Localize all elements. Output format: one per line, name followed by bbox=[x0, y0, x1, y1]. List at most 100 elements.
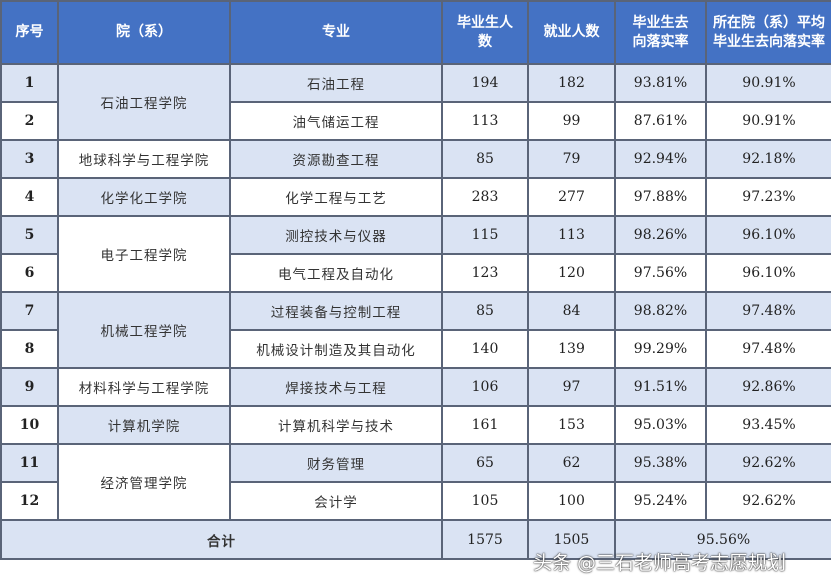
employment-table: 序号 院（系） 专业 毕业生人数 就业人数 毕业生去向落实率 所在院（系）平均毕… bbox=[0, 0, 831, 560]
college-name: 地球科学与工程学院 bbox=[57, 139, 231, 179]
major-name: 会计学 bbox=[229, 481, 443, 521]
major-name: 计算机科学与技术 bbox=[229, 405, 443, 445]
placement-rate: 99.29% bbox=[614, 329, 707, 369]
placement-rate: 91.51% bbox=[614, 367, 707, 407]
employed-count: 79 bbox=[527, 139, 616, 179]
table-row: 6 电气工程及自动化 123 120 97.56% 96.10% bbox=[0, 253, 831, 293]
row-number: 1 bbox=[0, 63, 59, 103]
placement-rate: 97.88% bbox=[614, 177, 707, 217]
row-number: 6 bbox=[0, 253, 59, 293]
major-name: 化学工程与工艺 bbox=[229, 177, 443, 217]
row-number: 11 bbox=[0, 443, 59, 483]
major-name: 石油工程 bbox=[229, 63, 443, 103]
row-number: 3 bbox=[0, 139, 59, 179]
header-college-avg: 所在院（系）平均毕业生去向落实率 bbox=[705, 0, 831, 65]
college-average-rate: 93.45% bbox=[705, 405, 831, 445]
row-number: 7 bbox=[0, 291, 59, 331]
graduates-count: 105 bbox=[441, 481, 529, 521]
header-no: 序号 bbox=[0, 0, 59, 65]
placement-rate: 98.82% bbox=[614, 291, 707, 331]
table-row: 9 材料科学与工程学院 焊接技术与工程 106 97 91.51% 92.86% bbox=[0, 367, 831, 407]
college-name: 化学化工学院 bbox=[57, 177, 231, 217]
table-row: 11 经济管理学院 财务管理 65 62 95.38% 92.62% bbox=[0, 443, 831, 521]
college-average-rate: 92.62% bbox=[705, 443, 831, 483]
placement-rate: 95.38% bbox=[614, 443, 707, 483]
major-name: 电气工程及自动化 bbox=[229, 253, 443, 293]
employed-count: 99 bbox=[527, 101, 616, 141]
employed-count: 113 bbox=[527, 215, 616, 255]
employed-count: 277 bbox=[527, 177, 616, 217]
college-name: 经济管理学院 bbox=[57, 443, 231, 521]
table-row: 10 计算机学院 计算机科学与技术 161 153 95.03% 93.45% bbox=[0, 405, 831, 445]
college-name: 电子工程学院 bbox=[57, 215, 231, 293]
employed-count: 139 bbox=[527, 329, 616, 369]
header-college: 院（系） bbox=[57, 0, 231, 65]
total-employed: 1505 bbox=[527, 519, 616, 560]
graduates-count: 65 bbox=[441, 443, 529, 483]
total-graduates: 1575 bbox=[441, 519, 529, 560]
placement-rate: 98.26% bbox=[614, 215, 707, 255]
graduates-count: 106 bbox=[441, 367, 529, 407]
total-label: 合计 bbox=[0, 519, 443, 560]
college-average-rate: 97.48% bbox=[705, 329, 831, 369]
placement-rate: 95.03% bbox=[614, 405, 707, 445]
placement-rate: 93.81% bbox=[614, 63, 707, 103]
graduates-count: 115 bbox=[441, 215, 529, 255]
college-name: 石油工程学院 bbox=[57, 63, 231, 141]
major-name: 机械设计制造及其自动化 bbox=[229, 329, 443, 369]
placement-rate: 92.94% bbox=[614, 139, 707, 179]
graduates-count: 113 bbox=[441, 101, 529, 141]
college-average-rate: 96.10% bbox=[705, 253, 831, 293]
college-average-rate: 90.91% bbox=[705, 101, 831, 141]
table-row: 4 化学化工学院 化学工程与工艺 283 277 97.88% 97.23% bbox=[0, 177, 831, 217]
major-name: 油气储运工程 bbox=[229, 101, 443, 141]
row-number: 2 bbox=[0, 101, 59, 141]
graduates-count: 283 bbox=[441, 177, 529, 217]
total-row: 合计 1575 1505 95.56% bbox=[0, 519, 831, 560]
table-row: 7 机械工程学院 过程装备与控制工程 85 84 98.82% 97.48% bbox=[0, 291, 831, 369]
header-rate: 毕业生去向落实率 bbox=[614, 0, 707, 65]
table-row: 5 电子工程学院 测控技术与仪器 115 113 98.26% 96.10% bbox=[0, 215, 831, 293]
graduates-count: 123 bbox=[441, 253, 529, 293]
college-average-rate: 97.48% bbox=[705, 291, 831, 331]
table-row: 2 油气储运工程 113 99 87.61% 90.91% bbox=[0, 101, 831, 141]
row-number: 12 bbox=[0, 481, 59, 521]
table-row: 8 机械设计制造及其自动化 140 139 99.29% 97.48% bbox=[0, 329, 831, 369]
major-name: 焊接技术与工程 bbox=[229, 367, 443, 407]
employed-count: 182 bbox=[527, 63, 616, 103]
college-average-rate: 96.10% bbox=[705, 215, 831, 255]
graduates-count: 85 bbox=[441, 139, 529, 179]
college-average-rate: 97.23% bbox=[705, 177, 831, 217]
college-average-rate: 92.62% bbox=[705, 481, 831, 521]
header-major: 专业 bbox=[229, 0, 443, 65]
watermark: 头条 @三石老师高考志愿规划 bbox=[533, 552, 787, 574]
table-row: 12 会计学 105 100 95.24% 92.62% bbox=[0, 481, 831, 521]
college-average-rate: 90.91% bbox=[705, 63, 831, 103]
graduates-count: 140 bbox=[441, 329, 529, 369]
row-number: 8 bbox=[0, 329, 59, 369]
row-number: 5 bbox=[0, 215, 59, 255]
total-rate: 95.56% bbox=[614, 519, 831, 560]
placement-rate: 97.56% bbox=[614, 253, 707, 293]
table-row: 1 石油工程学院 石油工程 194 182 93.81% 90.91% bbox=[0, 63, 831, 141]
employed-count: 84 bbox=[527, 291, 616, 331]
major-name: 财务管理 bbox=[229, 443, 443, 483]
placement-rate: 87.61% bbox=[614, 101, 707, 141]
header-row: 序号 院（系） 专业 毕业生人数 就业人数 毕业生去向落实率 所在院（系）平均毕… bbox=[0, 0, 831, 65]
college-name: 机械工程学院 bbox=[57, 291, 231, 369]
graduates-count: 161 bbox=[441, 405, 529, 445]
college-average-rate: 92.86% bbox=[705, 367, 831, 407]
major-name: 测控技术与仪器 bbox=[229, 215, 443, 255]
employed-count: 100 bbox=[527, 481, 616, 521]
row-number: 9 bbox=[0, 367, 59, 407]
graduates-count: 194 bbox=[441, 63, 529, 103]
employed-count: 120 bbox=[527, 253, 616, 293]
employed-count: 62 bbox=[527, 443, 616, 483]
major-name: 资源勘查工程 bbox=[229, 139, 443, 179]
college-name: 材料科学与工程学院 bbox=[57, 367, 231, 407]
college-average-rate: 92.18% bbox=[705, 139, 831, 179]
employed-count: 97 bbox=[527, 367, 616, 407]
college-name: 计算机学院 bbox=[57, 405, 231, 445]
row-number: 10 bbox=[0, 405, 59, 445]
header-graduates: 毕业生人数 bbox=[441, 0, 529, 65]
